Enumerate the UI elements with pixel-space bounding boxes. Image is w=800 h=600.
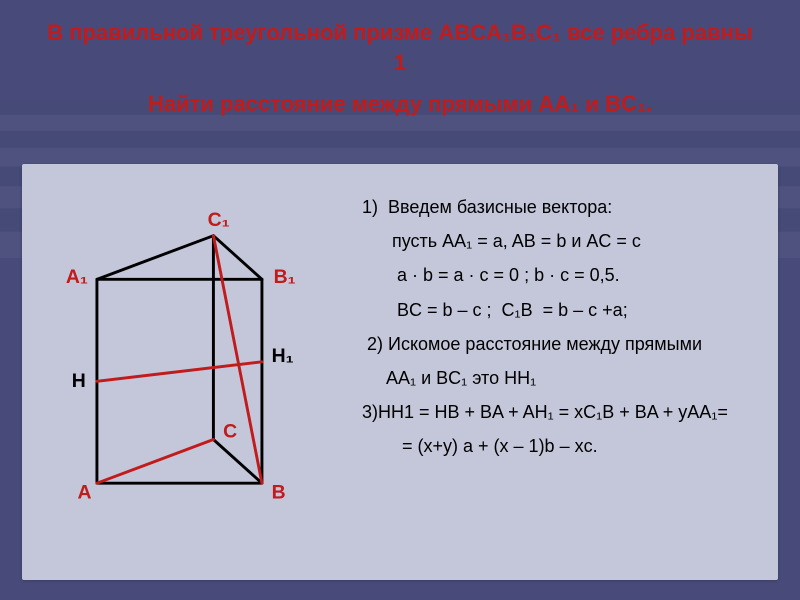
solution-line: 2) Искомое расстояние между прямыми xyxy=(362,327,760,361)
solution-line: BC = b – c ; C₁B = b – c +a; xyxy=(362,293,760,327)
svg-text:B₁: B₁ xyxy=(274,266,296,288)
solution-line: 3)HH1 = HB + BA + AH₁ = xC₁B + BA + yAA₁… xyxy=(362,395,760,429)
svg-text:A₁: A₁ xyxy=(66,266,88,288)
solution-line: = (x+y) a + (x – 1)b – xc. xyxy=(362,429,760,463)
solution-line: 1) Введем базисные вектора: xyxy=(362,190,760,224)
svg-text:H₁: H₁ xyxy=(272,345,294,367)
slide-subtitle: Найти расстояние между прямыми AA₁ и BC₁… xyxy=(40,91,760,117)
svg-text:A: A xyxy=(78,482,92,504)
title-block: В правильной треугольной призме ABCA₁B₁C… xyxy=(0,18,800,117)
prism-diagram: A В C A₁ B₁ C₁ H H₁ xyxy=(44,192,344,522)
solution-text: 1) Введем базисные вектора: пусть AA₁ = … xyxy=(362,190,760,464)
svg-text:H: H xyxy=(72,370,86,392)
svg-text:В: В xyxy=(272,482,286,504)
solution-line: a · b = a · c = 0 ; b · c = 0,5. xyxy=(362,258,760,292)
solution-line: AA₁ и BC₁ это HH₁ xyxy=(362,361,760,395)
solution-line: пусть AA₁ = a, AB = b и AC = c xyxy=(362,224,760,258)
svg-text:C: C xyxy=(223,421,237,443)
content-panel: A В C A₁ B₁ C₁ H H₁ 1) Введем базисные вектора:… xyxy=(22,164,778,580)
slide-title: В правильной треугольной призме ABCA₁B₁C… xyxy=(40,18,760,77)
svg-text:C₁: C₁ xyxy=(208,209,230,231)
